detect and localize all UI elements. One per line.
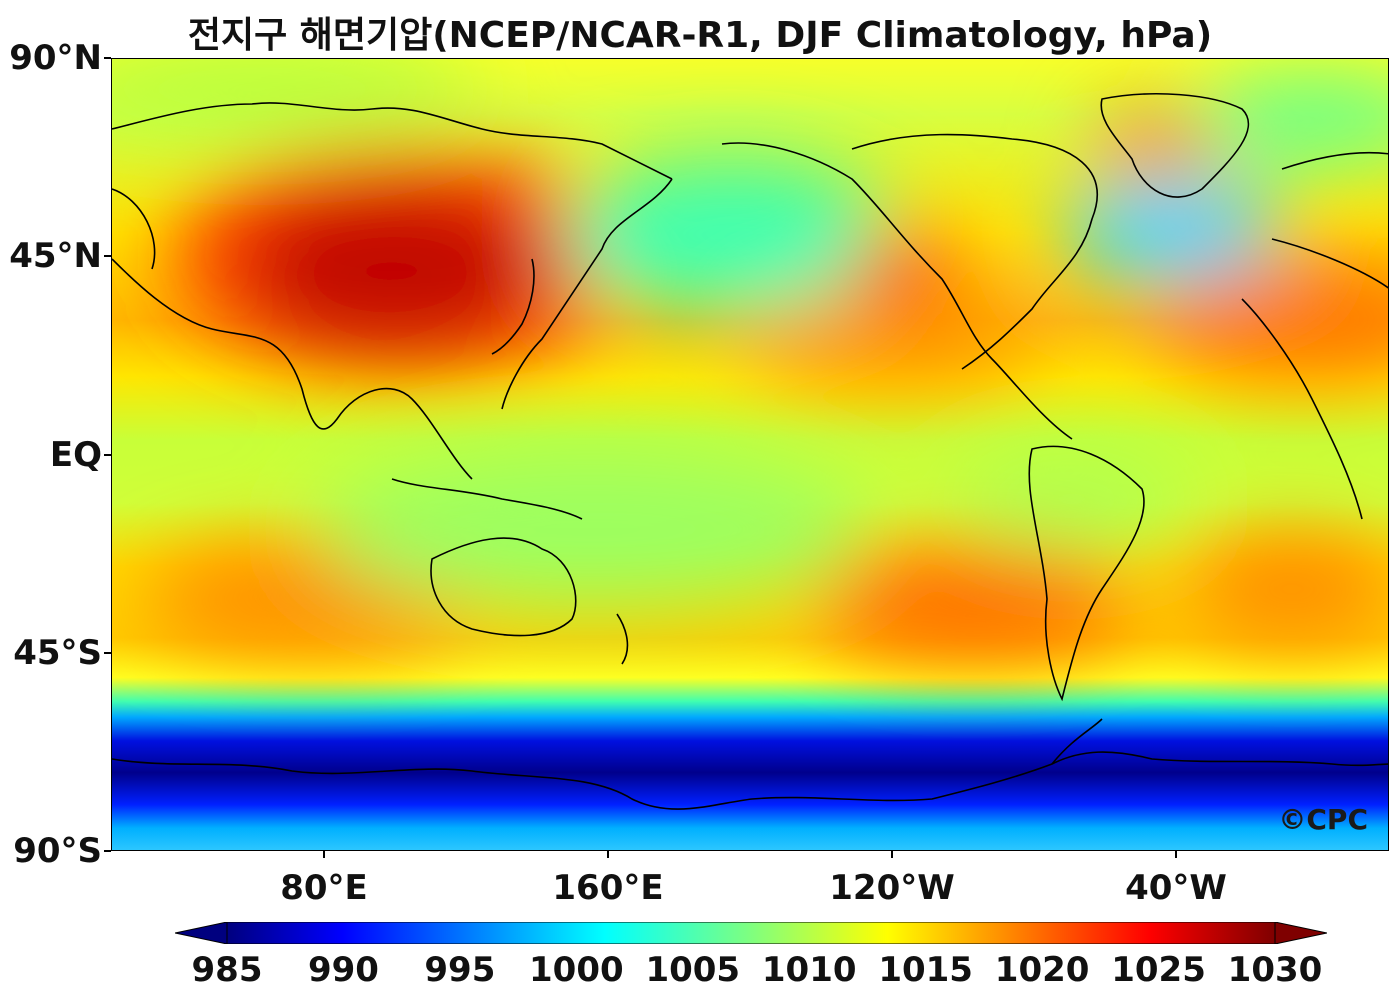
coastlines [112,93,1388,810]
x-tick-mark [323,851,325,858]
colorbar-body [226,921,1276,945]
x-tick-label: 160°E [552,868,664,908]
colorbar-tick-label: 1015 [878,950,973,990]
colorbar-tick-label: 995 [424,950,496,990]
colorbar-tick-label: 1000 [529,950,624,990]
colorbar-tick-label: 1025 [1111,950,1206,990]
y-tick-mark [104,255,111,258]
chart-title: 전지구 해면기압(NCEP/NCAR-R1, DJF Climatology, … [187,15,1213,56]
x-tick-mark [607,851,609,858]
x-tick-label: 120°W [829,868,955,908]
x-tick-label: 80°E [280,868,368,908]
y-tick-label: 45°N [9,236,102,277]
colorbar-tick-label: 990 [307,950,379,990]
x-tick-mark [1175,851,1177,858]
colorbar [174,921,1328,945]
colorbar-tick-label: 1010 [761,950,857,990]
pressure-field [112,59,1388,659]
y-tick-label: 90°S [13,831,102,871]
x-tick-mark [891,851,893,858]
colorbar-tick-label: 1005 [645,950,741,990]
map-plot-area: ©CPC [111,58,1389,851]
pressure-map [112,59,1388,850]
colorbar-tick-label: 1030 [1227,950,1323,990]
colorbar-tick-label: 1020 [994,950,1090,990]
y-tick-label: EQ [49,434,102,475]
y-tick-label: 90°N [9,38,102,78]
colorbar-gradient [174,921,1328,945]
y-tick-mark [104,850,111,852]
y-tick-mark [104,57,111,59]
source-credit: ©CPC [1278,803,1368,836]
y-tick-label: 45°S [13,632,102,673]
y-tick-mark [104,453,111,456]
y-tick-mark [104,651,111,654]
colorbar-tick-label: 985 [191,950,263,990]
x-tick-label: 40°W [1125,868,1227,908]
colorbar-extend-max [1274,921,1328,945]
colorbar-extend-min [174,921,228,945]
